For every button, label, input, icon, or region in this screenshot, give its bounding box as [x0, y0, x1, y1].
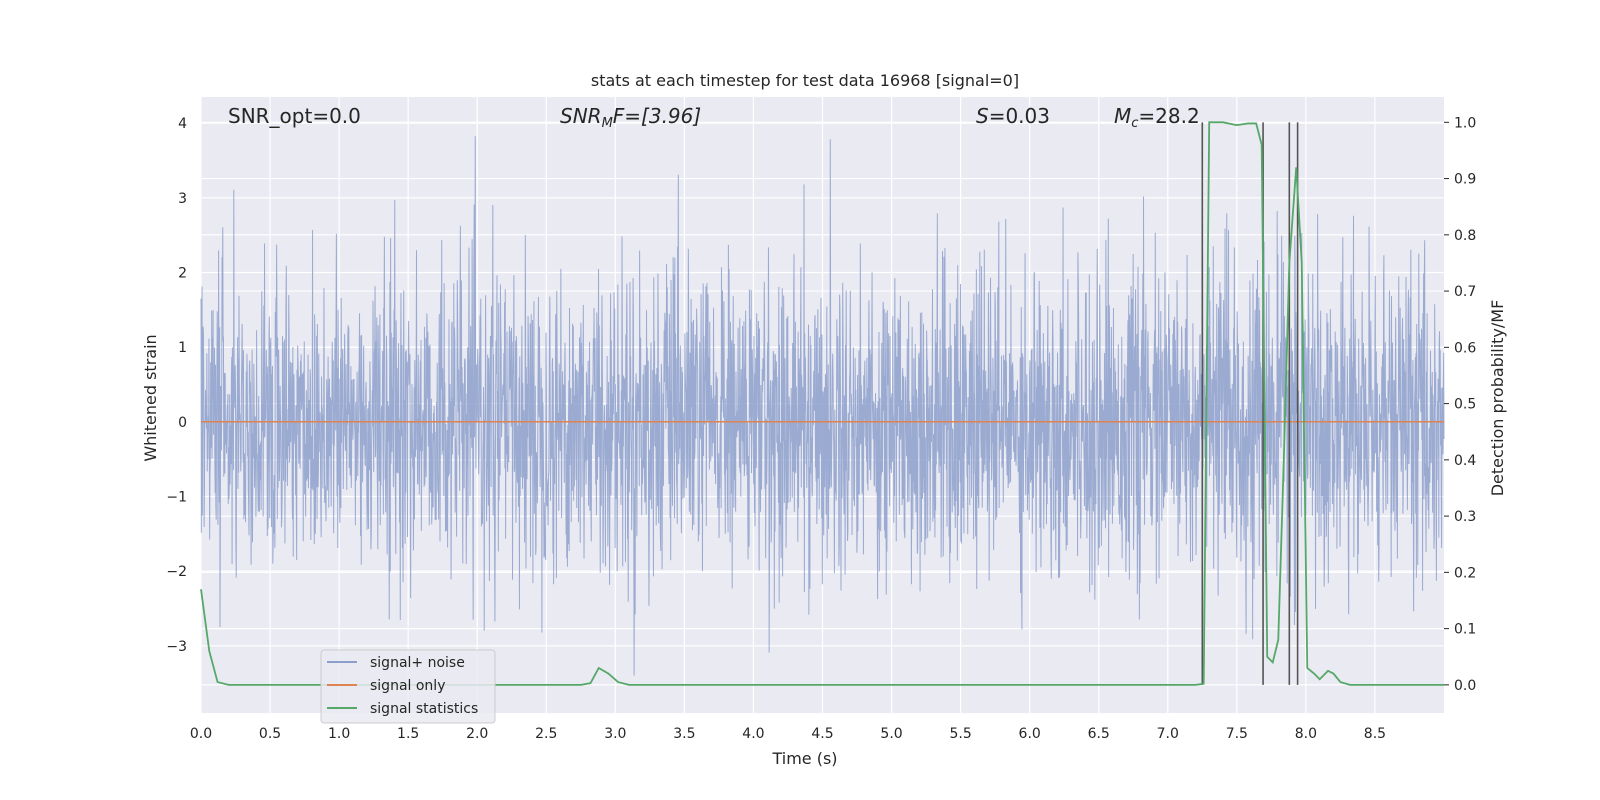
y-right-tick-label: 0.4 — [1454, 453, 1476, 469]
annotation-mc-label: M — [1114, 104, 1131, 128]
legend-label-signal-noise: signal+ noise — [370, 655, 465, 671]
y-left-tick-labels: 4 3 2 1 0 −1 −2 −3 — [166, 116, 187, 655]
legend: signal+ noise signal only signal statist… — [320, 649, 496, 724]
annotation-s-value: =0.03 — [989, 104, 1050, 128]
y-right-tick-label: 0.3 — [1454, 509, 1476, 525]
signal-noise-line — [200, 136, 1445, 676]
y-right-tick-label: 0.0 — [1454, 678, 1476, 694]
annotation-mc-sub: c — [1131, 116, 1138, 131]
y-left-tick-label: −3 — [166, 639, 187, 655]
x-tick-label: 7.5 — [1226, 726, 1248, 742]
y-right-tick-label: 0.9 — [1454, 172, 1476, 188]
x-tick-label: 2.5 — [535, 726, 557, 742]
x-tick-label: 0.5 — [259, 726, 281, 742]
y-left-tick-label: −2 — [166, 564, 187, 580]
annotation-mc-value: =28.2 — [1138, 104, 1199, 128]
annotation-snr-mf: SNRMF=[3.96] — [560, 104, 701, 131]
x-tick-label: 8.0 — [1295, 726, 1317, 742]
legend-label-signal-only: signal only — [370, 678, 445, 694]
series-signal-noise — [200, 136, 1445, 676]
y-right-tick-labels: 1.0 0.9 0.8 0.7 0.6 0.5 0.4 0.3 0.2 0.1 0.0 — [1444, 115, 1476, 694]
x-tick-label: 2.0 — [466, 726, 488, 742]
series-signal-statistics — [200, 121, 1444, 686]
annotation-s-label: S — [976, 104, 989, 128]
x-tick-label: 3.5 — [673, 726, 695, 742]
x-tick-label: 3.0 — [604, 726, 626, 742]
annotation-s: S=0.03 — [976, 104, 1050, 128]
x-tick-label: 1.0 — [328, 726, 350, 742]
signal-statistics-line — [200, 121, 1444, 686]
y-right-tick-label: 0.8 — [1454, 228, 1476, 244]
y-right-tick-label: 0.1 — [1454, 622, 1476, 638]
y-right-tick-label: 0.7 — [1454, 284, 1476, 300]
y-right-tick-label: 0.5 — [1454, 397, 1476, 413]
x-tick-label: 0.0 — [190, 726, 212, 742]
x-tick-label: 6.5 — [1088, 726, 1110, 742]
legend-box — [320, 649, 496, 724]
x-tick-label: 4.0 — [742, 726, 764, 742]
y-right-tick-label: 0.6 — [1454, 340, 1476, 356]
y-left-tick-label: 0 — [178, 415, 187, 431]
x-axis-title: Time (s) — [771, 749, 837, 768]
x-tick-label: 5.5 — [949, 726, 971, 742]
y-left-tick-label: 3 — [178, 191, 187, 207]
x-tick-label: 4.5 — [811, 726, 833, 742]
y-right-axis-title: Detection probability/MF — [1488, 300, 1507, 497]
chart-title: stats at each timestep for test data 169… — [591, 71, 1019, 90]
x-tick-labels: 0.0 0.5 1.0 1.5 2.0 2.5 3.0 3.5 4.0 4.5 5.0 5.5 6.0 6… — [190, 726, 1386, 742]
x-tick-label: 7.0 — [1157, 726, 1179, 742]
annotation-snr-mf-label: SNR — [560, 104, 602, 128]
y-left-tick-label: 2 — [178, 265, 187, 281]
annotation-snr-opt: SNR_opt=0.0 — [228, 104, 361, 128]
y-left-axis-title: Whitened strain — [141, 334, 160, 461]
x-tick-label: 6.0 — [1019, 726, 1041, 742]
x-tick-label: 5.0 — [880, 726, 902, 742]
y-right-tick-label: 0.2 — [1454, 565, 1476, 581]
y-left-tick-label: −1 — [166, 489, 187, 505]
y-right-tick-label: 1.0 — [1454, 115, 1476, 131]
legend-label-signal-statistics: signal statistics — [370, 701, 478, 717]
x-tick-label: 1.5 — [397, 726, 419, 742]
y-left-tick-label: 4 — [178, 116, 187, 132]
annotation-mc: Mc=28.2 — [1114, 104, 1200, 131]
y-left-tick-label: 1 — [178, 340, 187, 356]
x-tick-label: 8.5 — [1364, 726, 1386, 742]
annotation-snr-mf-sub: M — [602, 116, 613, 131]
annotation-snr-mf-f: F=[3.96] — [613, 104, 701, 128]
